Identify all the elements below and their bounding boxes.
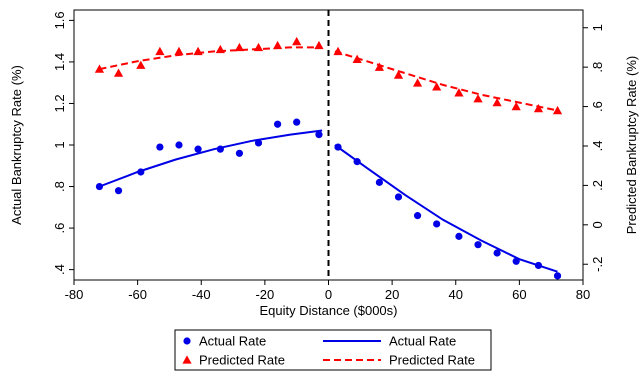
y-axis-left: .4 .6 .8 1 1.2 1.4 1.6 [52, 11, 74, 275]
y-right-tick-label: 1 [590, 24, 605, 31]
y-right-tick-label: .4 [590, 141, 605, 152]
predicted-rate-point [374, 62, 384, 71]
actual-rate-point [493, 249, 501, 257]
predicted-rate-point [155, 46, 165, 56]
y-left-tick-label: .8 [52, 181, 67, 192]
y-left-tick-label: 1.6 [52, 11, 67, 29]
y-axis-right-title: Predicted Bankruptcy Rate (%) [624, 56, 639, 234]
actual-rate-point [216, 145, 224, 153]
predicted-rate-point [432, 82, 442, 91]
actual-rate-point [156, 143, 164, 151]
legend-circle-marker [183, 337, 191, 345]
predicted-rate-point [314, 40, 324, 50]
actual-rate-point [512, 257, 520, 265]
y-right-tick-label: 0 [590, 221, 605, 228]
actual-rate-point [254, 139, 263, 147]
predicted-rate-point [174, 46, 184, 56]
x-tick-label: -40 [192, 287, 211, 302]
x-tick-label: 80 [576, 287, 590, 302]
actual-rate-point [553, 272, 562, 280]
predicted-rate-point [393, 70, 404, 79]
actual-rate-point [293, 118, 301, 126]
predicted-rate-point [552, 105, 563, 115]
x-tick-label: -80 [65, 287, 84, 302]
y-left-tick-label: .4 [52, 264, 67, 275]
predicted-rate-point [136, 60, 146, 69]
predicted-rate-point [292, 36, 302, 46]
actual-rate-point [315, 131, 323, 139]
actual-rate-point [353, 158, 361, 166]
legend-triangle-marker [182, 355, 192, 364]
y-left-tick-label: 1 [52, 141, 67, 148]
predicted-rate-point [412, 78, 423, 87]
predicted-rate-point [113, 68, 124, 77]
predicted-rate-point [333, 46, 343, 56]
actual-rate-point [413, 212, 422, 220]
actual-rate-point [194, 145, 202, 153]
predicted-fit-line [99, 46, 323, 71]
y-right-tick-label: .6 [590, 101, 605, 112]
predicted-rate-point [511, 101, 521, 111]
x-tick-label: 40 [449, 287, 463, 302]
actual-rate-point [137, 168, 145, 176]
actual-rate-point [394, 193, 403, 201]
predicted-fit-line [334, 50, 558, 112]
actual-rate-point [375, 178, 383, 186]
actual-rate-point [474, 241, 482, 249]
legend: Actual Rate Actual Rate Predicted Rate Pred… [174, 329, 492, 371]
x-tick-label: 20 [385, 287, 399, 302]
actual-rate-point [534, 261, 543, 270]
y-axis-right: -.2 0 .2 .4 .6 .8 1 [583, 24, 605, 272]
y-right-tick-label: .8 [590, 62, 605, 73]
predicted-rate-point [492, 98, 502, 107]
actual-rate-point [334, 143, 342, 151]
legend-box [174, 329, 492, 371]
predicted-rate-point [454, 88, 464, 97]
actual-rate-point [274, 120, 282, 128]
actual-rate-point [114, 187, 123, 195]
x-tick-label: 60 [512, 287, 526, 302]
x-axis: -80 -60 -40 -20 0 20 40 60 80 [65, 280, 590, 302]
predicted-rate-point [352, 54, 362, 63]
x-tick-label: -60 [128, 287, 147, 302]
predicted-rate-point [234, 42, 245, 52]
y-left-tick-label: 1.2 [52, 94, 67, 112]
predicted-rate-point [473, 94, 483, 103]
legend-label: Actual Rate [199, 334, 266, 349]
actual-rate-point [455, 232, 463, 240]
predicted-rate-point [253, 42, 264, 52]
legend-label: Predicted Rate [389, 353, 475, 368]
y-axis-left-title: Actual Bankruptcy Rate (%) [9, 65, 24, 225]
actual-rate-point [235, 149, 244, 157]
predicted-rate-point [193, 46, 203, 56]
actual-rate-point [175, 141, 183, 149]
x-axis-title: Equity Distance ($000s) [259, 303, 397, 318]
actual-rate-point [433, 220, 441, 228]
predicted-rate-point [215, 44, 225, 54]
y-right-tick-label: -.2 [590, 257, 605, 272]
legend-label: Predicted Rate [199, 353, 285, 368]
x-tick-label: 0 [325, 287, 332, 302]
x-tick-label: -20 [255, 287, 274, 302]
y-right-tick-label: .2 [590, 180, 605, 191]
y-left-tick-label: .6 [52, 223, 67, 234]
predicted-rate-point [533, 103, 544, 113]
actual-rate-point [95, 182, 104, 191]
legend-label: Actual Rate [389, 334, 456, 349]
predicted-rate-point [94, 64, 105, 73]
data-markers [94, 36, 563, 280]
actual-fit-line [334, 144, 558, 273]
y-left-tick-label: 1.4 [52, 53, 67, 71]
predicted-rate-point [273, 40, 283, 50]
